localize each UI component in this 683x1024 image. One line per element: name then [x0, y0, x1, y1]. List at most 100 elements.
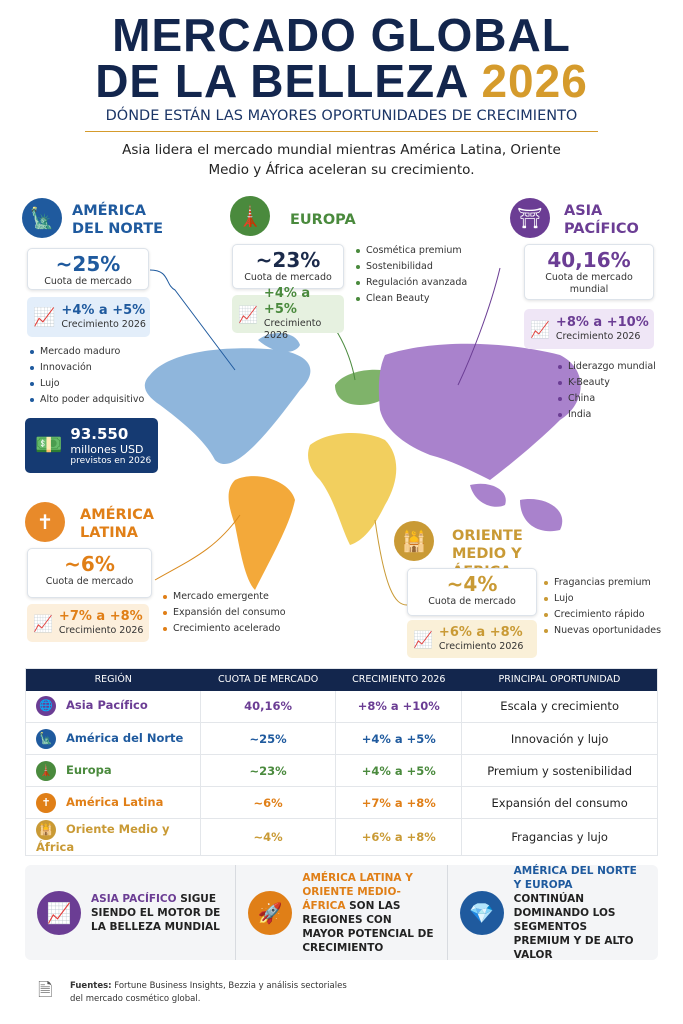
bullet: Mercado maduro — [30, 344, 144, 360]
bullet: Alto poder adquisitivo — [30, 392, 144, 408]
bullet: Expansión del consumo — [163, 605, 286, 621]
row-icon: 🕌 — [36, 820, 56, 840]
region-icon: 🗼 — [230, 196, 270, 236]
bullets: Cosmética premium Sostenibilidad Regulació… — [356, 243, 467, 307]
sources-label: Fuentes: — [70, 981, 112, 991]
bullet: Lujo — [544, 591, 661, 607]
bullets: Fragancias premium Lujo Crecimiento rápido… — [544, 575, 661, 639]
table-header: REGIÓN CUOTA DE MERCADO CRECIMIENTO 2026 PR… — [25, 668, 658, 691]
share-box: 40,16% Cuota de mercado mundial — [524, 244, 654, 300]
bullet: Liderazgo mundial — [558, 359, 656, 375]
table-cell: Expansión del consumo — [461, 786, 658, 819]
share-box: ~6% Cuota de mercado — [27, 548, 152, 598]
share: ~4% — [446, 572, 498, 596]
highlights: 📈 ASIA PACÍFICO SIGUE SIENDO EL MOTOR DE … — [25, 864, 658, 961]
bullet: Fragancias premium — [544, 575, 661, 591]
doc-icon: 🗎 — [38, 980, 53, 1001]
region-name: Europa — [66, 762, 112, 777]
row-icon: 🗽 — [36, 728, 56, 749]
bullets: Liderazgo mundial K-Beauty China India — [558, 359, 656, 423]
table-cell: Innovación y lujo — [461, 722, 658, 755]
highlight-key: AMÉRICA DEL NORTE Y EUROPA — [513, 864, 637, 891]
region-name: Oriente Medio y África — [36, 822, 170, 854]
title: DE LA BELLEZA 2026 — [0, 58, 683, 104]
table-cell: Escala y crecimiento — [461, 690, 658, 723]
table-cell: +4% a +5% — [335, 754, 463, 787]
table-cell: 🗽 América del Norte — [25, 722, 201, 755]
share-label: Cuota de mercado — [44, 276, 132, 287]
cell-text: ~6% — [253, 795, 283, 810]
highlight-icon: 🚀 — [248, 890, 293, 935]
highlight-text: AMÉRICA LATINA Y ORIENTE MEDIO-ÁFRICA SO… — [302, 871, 434, 955]
bullets: Mercado emergente Expansión del consumo Cr… — [163, 589, 286, 637]
growth-label: Crecimiento 2026 — [61, 319, 146, 330]
cell-text: +8% a +10% — [357, 699, 440, 714]
cell-text: ~4% — [253, 830, 283, 844]
share-box: ~25% Cuota de mercado — [27, 248, 149, 290]
table-cell: ✝ América Latina — [25, 786, 201, 819]
region-name: Asia Pacífico — [66, 698, 148, 713]
amount-box: 💵 93.550 millones USD previstos en 2026 — [25, 418, 158, 473]
region-icon: ✝ — [25, 502, 65, 542]
growth: +4% a +5% — [61, 303, 146, 318]
table-cell: ~25% — [200, 722, 337, 755]
row-icon: 🌐 — [36, 696, 56, 717]
region-name: EUROPA — [290, 212, 356, 228]
highlight-text: ASIA PACÍFICO SIGUE SIENDO EL MOTOR DE L… — [91, 892, 223, 934]
summary-table: REGIÓN CUOTA DE MERCADO CRECIMIENTO 2026 PR… — [25, 668, 658, 856]
region-name: AMÉRICA LATINA — [80, 507, 154, 541]
year: 2026 — [481, 55, 588, 107]
share-label: Cuota de mercado — [45, 576, 134, 587]
growth-label: Crecimiento 2026 — [555, 331, 641, 342]
share: ~23% — [255, 248, 321, 272]
share-label: Cuota de mercado mundial — [545, 272, 633, 295]
column-header: REGIÓN — [25, 668, 201, 691]
table-cell: +4% a +5% — [335, 722, 463, 755]
highlight: 💎 AMÉRICA DEL NORTE Y EUROPA CONTINÚAN DO… — [448, 864, 658, 961]
table-row: 🕌 Oriente Medio y África ~4% +6% a +8% Fraga… — [25, 818, 658, 856]
growth-label: Crecimiento 2026 — [263, 318, 322, 341]
region-name: América del Norte — [66, 730, 184, 745]
growth-label: Crecimiento 2026 — [438, 641, 524, 652]
region-name: América Latina — [66, 794, 164, 809]
share: ~6% — [64, 552, 115, 576]
table-row: 🗽 América del Norte ~25% +4% a +5% Innovació… — [25, 722, 658, 755]
table-cell: 🗼 Europa — [25, 754, 201, 787]
region-name: AMÉRICA DEL NORTE — [72, 203, 164, 237]
subtitle: DÓNDE ESTÁN LAS MAYORES OPORTUNIDADES DE… — [105, 108, 578, 124]
cell-text: ~25% — [249, 731, 287, 746]
bullet: Sostenibilidad — [356, 259, 467, 275]
cell-text: Expansión del consumo — [491, 795, 628, 810]
growth-box: 📈 +6% a +8% Crecimiento 2026 — [407, 620, 537, 658]
cell-text: 40,16% — [244, 699, 293, 714]
share-label: Cuota de mercado — [244, 272, 332, 283]
table-cell: Fragancias y lujo — [461, 818, 658, 856]
bullets: Mercado maduro Innovación Lujo Alto poder a… — [30, 344, 144, 408]
bullet: K-Beauty — [558, 375, 656, 391]
bullet: Crecimiento acelerado — [163, 621, 286, 637]
sources: Fuentes: Fortune Business Insights, Bezz… — [70, 980, 350, 1006]
amount: 93.550 — [70, 425, 129, 443]
table-cell: +8% a +10% — [335, 690, 463, 723]
growth-box: 📈 +4% a +5% Crecimiento 2026 — [27, 297, 150, 337]
bullet: Clean Beauty — [356, 291, 467, 307]
intro: Asia lidera el mercado mundial mientras … — [122, 142, 561, 178]
table-cell: +7% a +8% — [335, 786, 463, 819]
table-cell: Premium y sostenibilidad — [461, 754, 658, 787]
growth: +7% a +8% — [58, 609, 143, 624]
cell-text: Innovación y lujo — [510, 731, 609, 746]
bullet: India — [558, 407, 656, 423]
cell-text: +7% a +8% — [361, 795, 436, 810]
table-body: 🌐 Asia Pacífico 40,16% +8% a +10% Escala y c… — [25, 690, 658, 856]
highlight-rest: CONTINÚAN DOMINANDO LOS SEGMENTOS PREMIU… — [513, 892, 634, 961]
column-header: CRECIMIENTO 2026 — [335, 668, 462, 691]
growth: +8% a +10% — [555, 315, 649, 330]
bullet: Lujo — [30, 376, 144, 392]
highlight-key: AMÉRICA LATINA Y ORIENTE MEDIO-ÁFRICA — [302, 871, 413, 912]
growth-box: 📈 +4% a +5% Crecimiento 2026 — [232, 286, 344, 341]
highlight-icon: 📈 — [37, 890, 81, 935]
growth-box: 📈 +7% a +8% Crecimiento 2026 — [27, 604, 149, 642]
divider — [85, 131, 598, 132]
highlight: 🚀 AMÉRICA LATINA Y ORIENTE MEDIO-ÁFRICA S… — [236, 865, 448, 960]
